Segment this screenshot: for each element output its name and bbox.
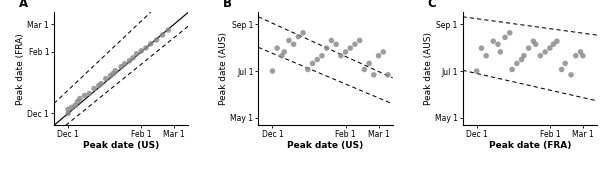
Point: [280, 50, 289, 53]
Point: [298, 31, 308, 34]
Point: [355, 39, 364, 42]
Text: A: A: [19, 0, 28, 10]
Point: [331, 43, 341, 46]
Point: [524, 47, 533, 49]
Point: [64, 108, 73, 111]
Point: [488, 40, 498, 43]
Point: [374, 54, 383, 57]
Point: [496, 50, 505, 53]
Point: [75, 97, 85, 100]
Point: [476, 47, 486, 49]
Point: [289, 43, 298, 46]
Point: [531, 43, 541, 46]
Point: [322, 47, 331, 49]
Point: [132, 52, 142, 55]
Point: [85, 92, 94, 95]
Point: [272, 47, 282, 49]
Point: [505, 31, 515, 34]
Y-axis label: Peak date (FRA): Peak date (FRA): [16, 33, 25, 105]
Point: [303, 68, 313, 71]
Point: [369, 73, 379, 76]
Point: [108, 72, 118, 75]
Point: [548, 43, 558, 46]
Point: [336, 54, 346, 57]
Point: [284, 39, 294, 42]
Point: [80, 94, 89, 97]
Point: [317, 54, 327, 57]
Point: [578, 54, 587, 57]
Point: [73, 100, 82, 103]
Point: [136, 49, 146, 52]
Point: [346, 47, 355, 49]
Point: [560, 62, 570, 65]
Point: [101, 77, 110, 80]
Point: [571, 54, 581, 57]
Y-axis label: Peak date (AUS): Peak date (AUS): [220, 32, 229, 105]
Y-axis label: Peak date (AUS): Peak date (AUS): [424, 32, 433, 105]
Point: [308, 62, 317, 65]
Point: [379, 50, 388, 53]
Point: [146, 42, 155, 45]
Point: [552, 40, 562, 43]
Point: [545, 47, 554, 49]
Point: [517, 58, 526, 61]
Point: [575, 50, 585, 53]
Point: [116, 65, 126, 68]
Text: C: C: [428, 0, 436, 10]
Point: [64, 112, 73, 115]
Point: [164, 29, 173, 31]
Point: [541, 50, 550, 53]
Point: [70, 104, 80, 107]
Point: [341, 50, 350, 53]
Point: [472, 70, 482, 72]
Point: [383, 73, 393, 76]
X-axis label: Peak date (US): Peak date (US): [83, 141, 160, 150]
Point: [566, 73, 576, 76]
Point: [141, 46, 151, 49]
Point: [500, 36, 510, 39]
Point: [268, 70, 277, 72]
Point: [277, 54, 287, 57]
X-axis label: Peak date (FRA): Peak date (FRA): [488, 141, 571, 150]
Point: [359, 68, 369, 71]
Point: [364, 62, 374, 65]
Point: [158, 34, 167, 36]
Point: [106, 74, 115, 77]
Point: [128, 56, 138, 59]
Point: [293, 35, 303, 38]
Point: [97, 82, 106, 85]
Point: [493, 43, 503, 46]
Point: [512, 62, 521, 65]
Point: [350, 43, 360, 46]
Point: [481, 54, 491, 57]
Point: [125, 59, 134, 62]
Point: [120, 62, 130, 65]
Point: [94, 84, 104, 87]
Point: [110, 69, 120, 72]
Point: [557, 68, 566, 71]
Text: B: B: [223, 0, 232, 10]
Point: [313, 58, 322, 61]
Point: [152, 39, 161, 41]
Point: [89, 87, 99, 90]
Point: [536, 54, 545, 57]
Point: [67, 106, 76, 109]
Point: [519, 54, 529, 57]
X-axis label: Peak date (US): Peak date (US): [287, 141, 364, 150]
Point: [529, 40, 538, 43]
Point: [326, 39, 336, 42]
Point: [508, 68, 517, 71]
